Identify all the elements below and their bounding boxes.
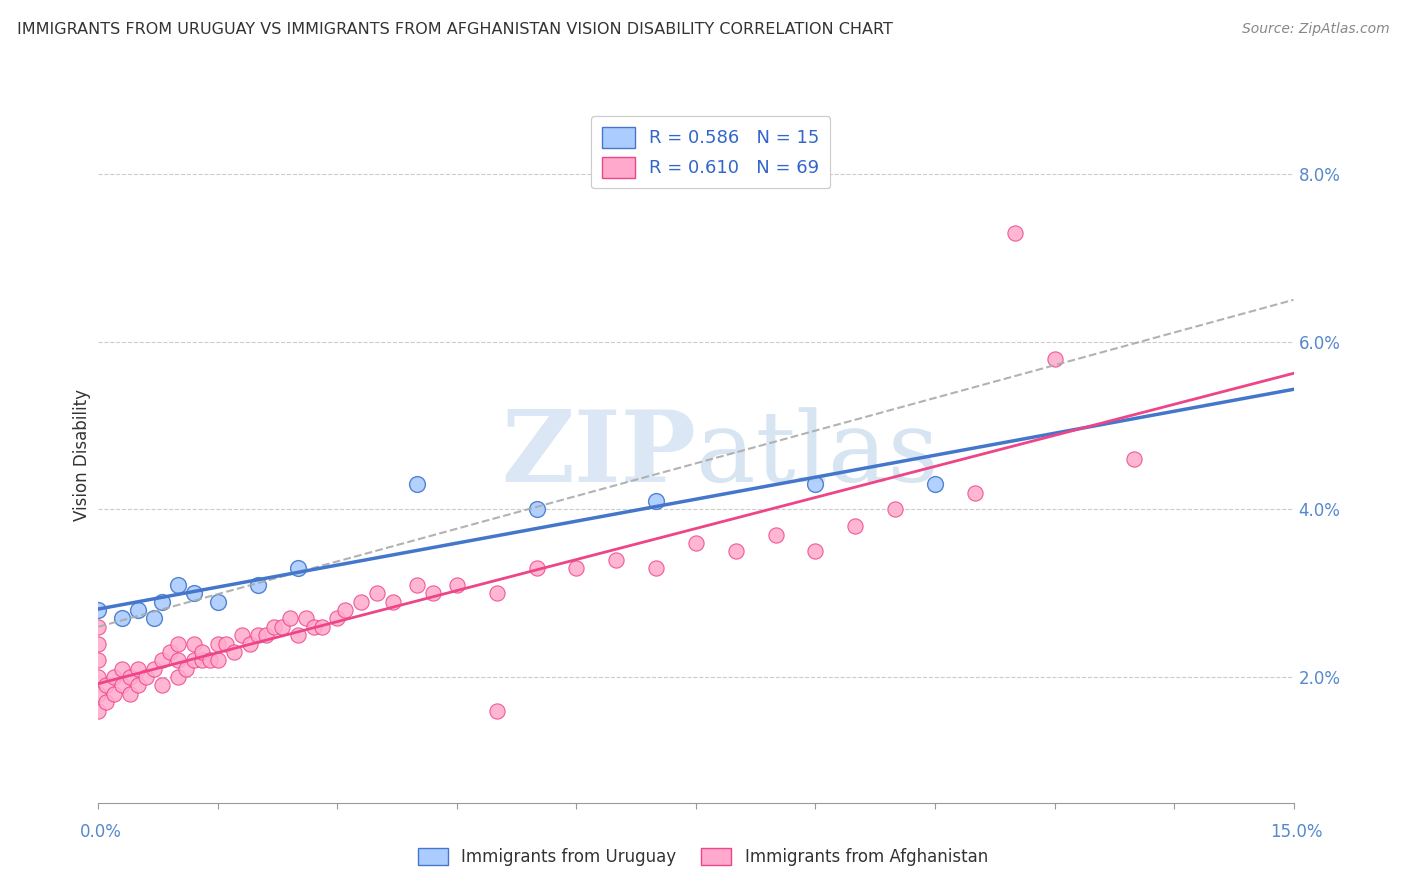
Point (844, 519, 866, 533)
Point (485, 586, 508, 600)
Point (87, 636, 110, 650)
Point (150, 594, 173, 608)
Point (135, 670, 157, 684)
Point (127, 678, 149, 692)
Text: 0.0%: 0.0% (80, 822, 122, 840)
Point (685, 536, 707, 550)
Point (422, 586, 444, 600)
Point (804, 477, 827, 491)
Point (406, 477, 429, 491)
Point (565, 561, 588, 575)
Point (645, 561, 668, 575)
Point (645, 494, 668, 508)
Point (103, 687, 125, 701)
Point (150, 678, 173, 692)
Point (87, 653, 110, 667)
Text: atlas: atlas (696, 407, 939, 503)
Point (366, 586, 388, 600)
Point (605, 552, 627, 566)
Point (111, 611, 134, 625)
Point (526, 561, 548, 575)
Point (215, 636, 238, 650)
Point (191, 653, 214, 667)
Point (191, 645, 214, 659)
Point (167, 578, 190, 592)
Point (335, 603, 357, 617)
Point (207, 594, 229, 608)
Point (924, 477, 946, 491)
Point (382, 594, 405, 608)
Point (311, 620, 333, 634)
Point (111, 662, 134, 676)
Point (87, 704, 110, 718)
Point (231, 628, 253, 642)
Text: Source: ZipAtlas.com: Source: ZipAtlas.com (1241, 22, 1389, 37)
Point (143, 611, 166, 625)
Text: ZIP: ZIP (501, 407, 696, 503)
Point (287, 628, 309, 642)
Point (526, 502, 548, 516)
Point (111, 678, 134, 692)
Point (278, 611, 301, 625)
Text: 15.0%: 15.0% (1270, 822, 1323, 840)
Point (246, 578, 269, 592)
Point (326, 611, 349, 625)
Point (183, 636, 205, 650)
Point (406, 578, 429, 592)
Point (239, 636, 262, 650)
Point (127, 662, 149, 676)
Point (167, 636, 190, 650)
Point (724, 544, 747, 558)
Point (446, 578, 468, 592)
Legend: R = 0.586   N = 15, R = 0.610   N = 69: R = 0.586 N = 15, R = 0.610 N = 69 (592, 116, 831, 188)
Point (804, 544, 827, 558)
Legend: Immigrants from Uruguay, Immigrants from Afghanistan: Immigrants from Uruguay, Immigrants from… (409, 840, 997, 875)
Point (96, 678, 118, 692)
Point (174, 662, 197, 676)
Point (183, 586, 205, 600)
Point (143, 662, 166, 676)
Point (270, 620, 292, 634)
Y-axis label: Vision Disability: Vision Disability (73, 389, 91, 521)
Point (96, 695, 118, 709)
Point (963, 485, 986, 500)
Point (159, 645, 181, 659)
Point (167, 670, 190, 684)
Point (246, 628, 269, 642)
Point (1123, 452, 1146, 467)
Point (120, 670, 142, 684)
Point (183, 653, 205, 667)
Point (263, 620, 285, 634)
Point (87, 603, 110, 617)
Text: IMMIGRANTS FROM URUGUAY VS IMMIGRANTS FROM AFGHANISTAN VISION DISABILITY CORRELA: IMMIGRANTS FROM URUGUAY VS IMMIGRANTS FR… (17, 22, 893, 37)
Point (207, 636, 229, 650)
Point (207, 653, 229, 667)
Point (120, 687, 142, 701)
Point (765, 527, 787, 541)
Point (222, 645, 245, 659)
Point (287, 561, 309, 575)
Point (87, 670, 110, 684)
Point (1004, 226, 1026, 240)
Point (198, 653, 221, 667)
Point (103, 670, 125, 684)
Point (127, 603, 149, 617)
Point (254, 628, 277, 642)
Point (294, 611, 316, 625)
Point (350, 594, 373, 608)
Point (87, 620, 110, 634)
Point (485, 704, 508, 718)
Point (302, 620, 325, 634)
Point (167, 653, 190, 667)
Point (884, 502, 907, 516)
Point (87, 687, 110, 701)
Point (1043, 351, 1066, 366)
Point (150, 653, 173, 667)
